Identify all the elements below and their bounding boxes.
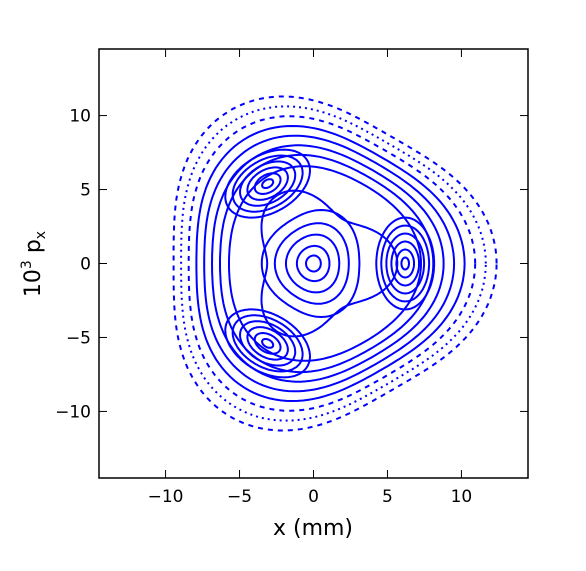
outer-orbit [180,105,487,422]
y-tick-label: −10 [55,402,91,422]
island-orbit [375,216,436,311]
x-tick-label: 0 [308,487,319,507]
island-orbit [231,154,304,213]
y-tick-label: 0 [80,255,91,275]
x-tick-label: −5 [227,487,252,507]
x-tick-label: −10 [148,487,184,507]
island-orbit [380,224,431,303]
island-orbit [246,166,289,201]
y-tick-label: 5 [80,181,91,201]
island-orbit [261,338,275,349]
center-orbit [305,254,322,273]
center-orbit [285,233,341,294]
y-axis-label: 103 px [19,231,49,297]
center-orbit [295,244,331,283]
outer-orbit [228,165,423,362]
y-label-base: 10 [21,269,46,297]
y-tick-label: −5 [66,328,91,348]
outer-orbit [219,153,435,374]
island-orbit [246,326,289,361]
center-orbit [273,222,350,305]
outer-orbit [203,134,456,393]
center-orbit [260,208,361,319]
island-orbit [238,320,297,367]
island-orbit [390,240,420,287]
x-tick-label: 5 [382,487,393,507]
island-orbit [385,232,426,295]
outer-orbit [187,115,477,412]
outer-orbit [195,124,466,403]
y-label-sub: x [33,231,49,239]
y-label-main: p [21,239,46,260]
island-orbit [400,256,410,271]
y-tick-label: 10 [69,107,91,127]
island-orbit [395,248,415,279]
outer-orbit [172,95,498,432]
orbit-curves [172,95,498,432]
y-label-sup: 3 [19,260,35,269]
separatrix-orbit [260,189,399,338]
outer-orbit [210,144,445,383]
island-orbit [238,160,297,207]
island-orbit [261,178,275,189]
x-tick-label: 10 [451,487,473,507]
x-axis-label: x (mm) [273,516,353,541]
axis-ticks: −10 −5 0 5 10 −10 −5 0 5 10 [55,49,528,507]
island-orbit [231,314,304,373]
